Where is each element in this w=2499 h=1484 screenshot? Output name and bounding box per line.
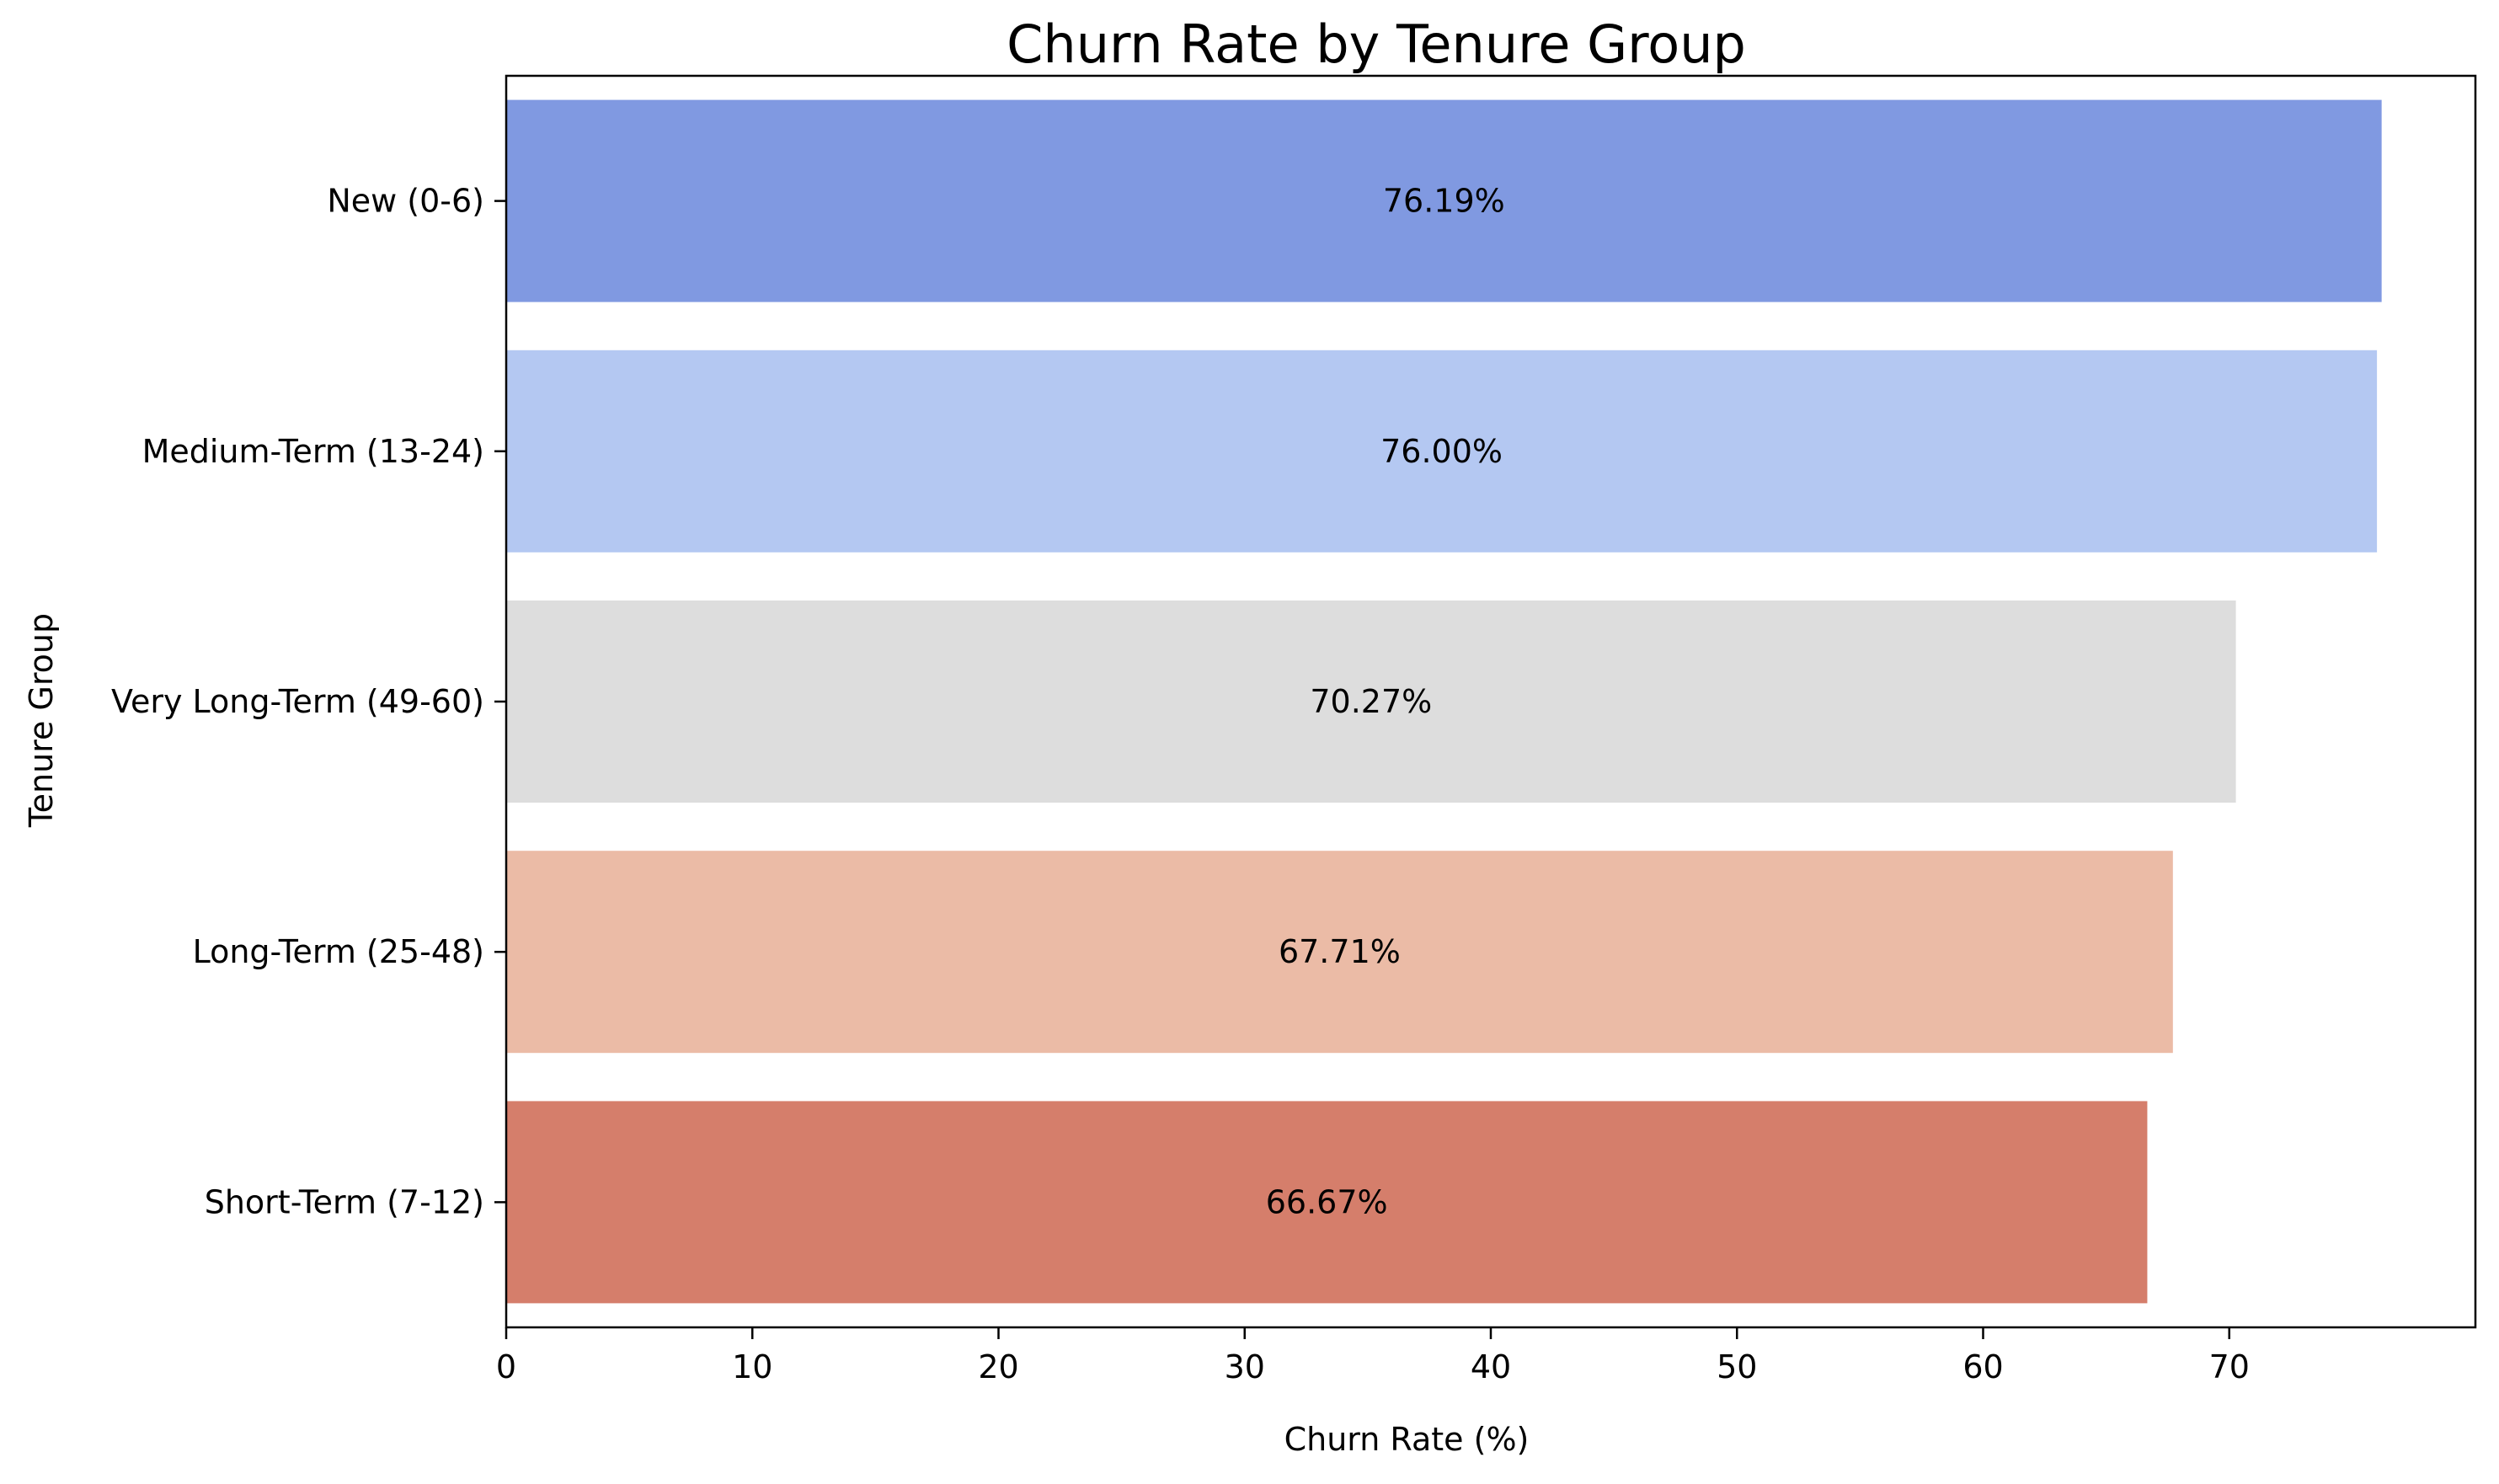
x-tick-label: 0	[496, 1348, 516, 1385]
chart-title: Churn Rate by Tenure Group	[1007, 13, 1746, 75]
y-axis-label: Tenure Group	[23, 613, 60, 828]
bar	[506, 601, 2236, 803]
y-tick-label: Very Long-Term (49-60)	[111, 683, 484, 720]
bar-value-label: 70.27%	[1310, 683, 1432, 720]
plot-frame	[505, 74, 2477, 1329]
x-tick-label: 40	[1471, 1348, 1511, 1385]
data-labels: 76.19% 76.00% 70.27% 67.71% 66.67%	[1266, 183, 1505, 1221]
x-tick-label: 70	[2209, 1348, 2250, 1385]
bars	[506, 99, 2382, 1304]
x-tick-label: 30	[1225, 1348, 1265, 1385]
bar	[506, 99, 2382, 302]
bar	[506, 851, 2173, 1054]
y-tick-label: Long-Term (25-48)	[193, 933, 484, 970]
x-axis-label: Churn Rate (%)	[1284, 1421, 1530, 1458]
y-tick-label: New (0-6)	[327, 183, 484, 220]
x-axis-ticks: 0 10 20 30 40 50 60 70	[496, 1327, 2250, 1385]
y-tick-label: Short-Term (7-12)	[205, 1183, 484, 1220]
x-tick-label: 50	[1717, 1348, 1757, 1385]
bar-value-label: 76.19%	[1383, 183, 1505, 220]
bar	[506, 350, 2378, 552]
bar-value-label: 76.00%	[1380, 433, 1503, 470]
x-tick-label: 60	[1962, 1348, 2003, 1385]
x-tick-label: 20	[978, 1348, 1018, 1385]
x-tick-label: 10	[732, 1348, 772, 1385]
y-tick-label: Medium-Term (13-24)	[142, 433, 484, 470]
bar	[506, 1101, 2148, 1304]
bar-value-label: 66.67%	[1266, 1183, 1388, 1220]
bar-value-label: 67.71%	[1279, 933, 1401, 970]
y-axis-ticks: New (0-6) Medium-Term (13-24) Very Long-Te…	[111, 183, 506, 1220]
